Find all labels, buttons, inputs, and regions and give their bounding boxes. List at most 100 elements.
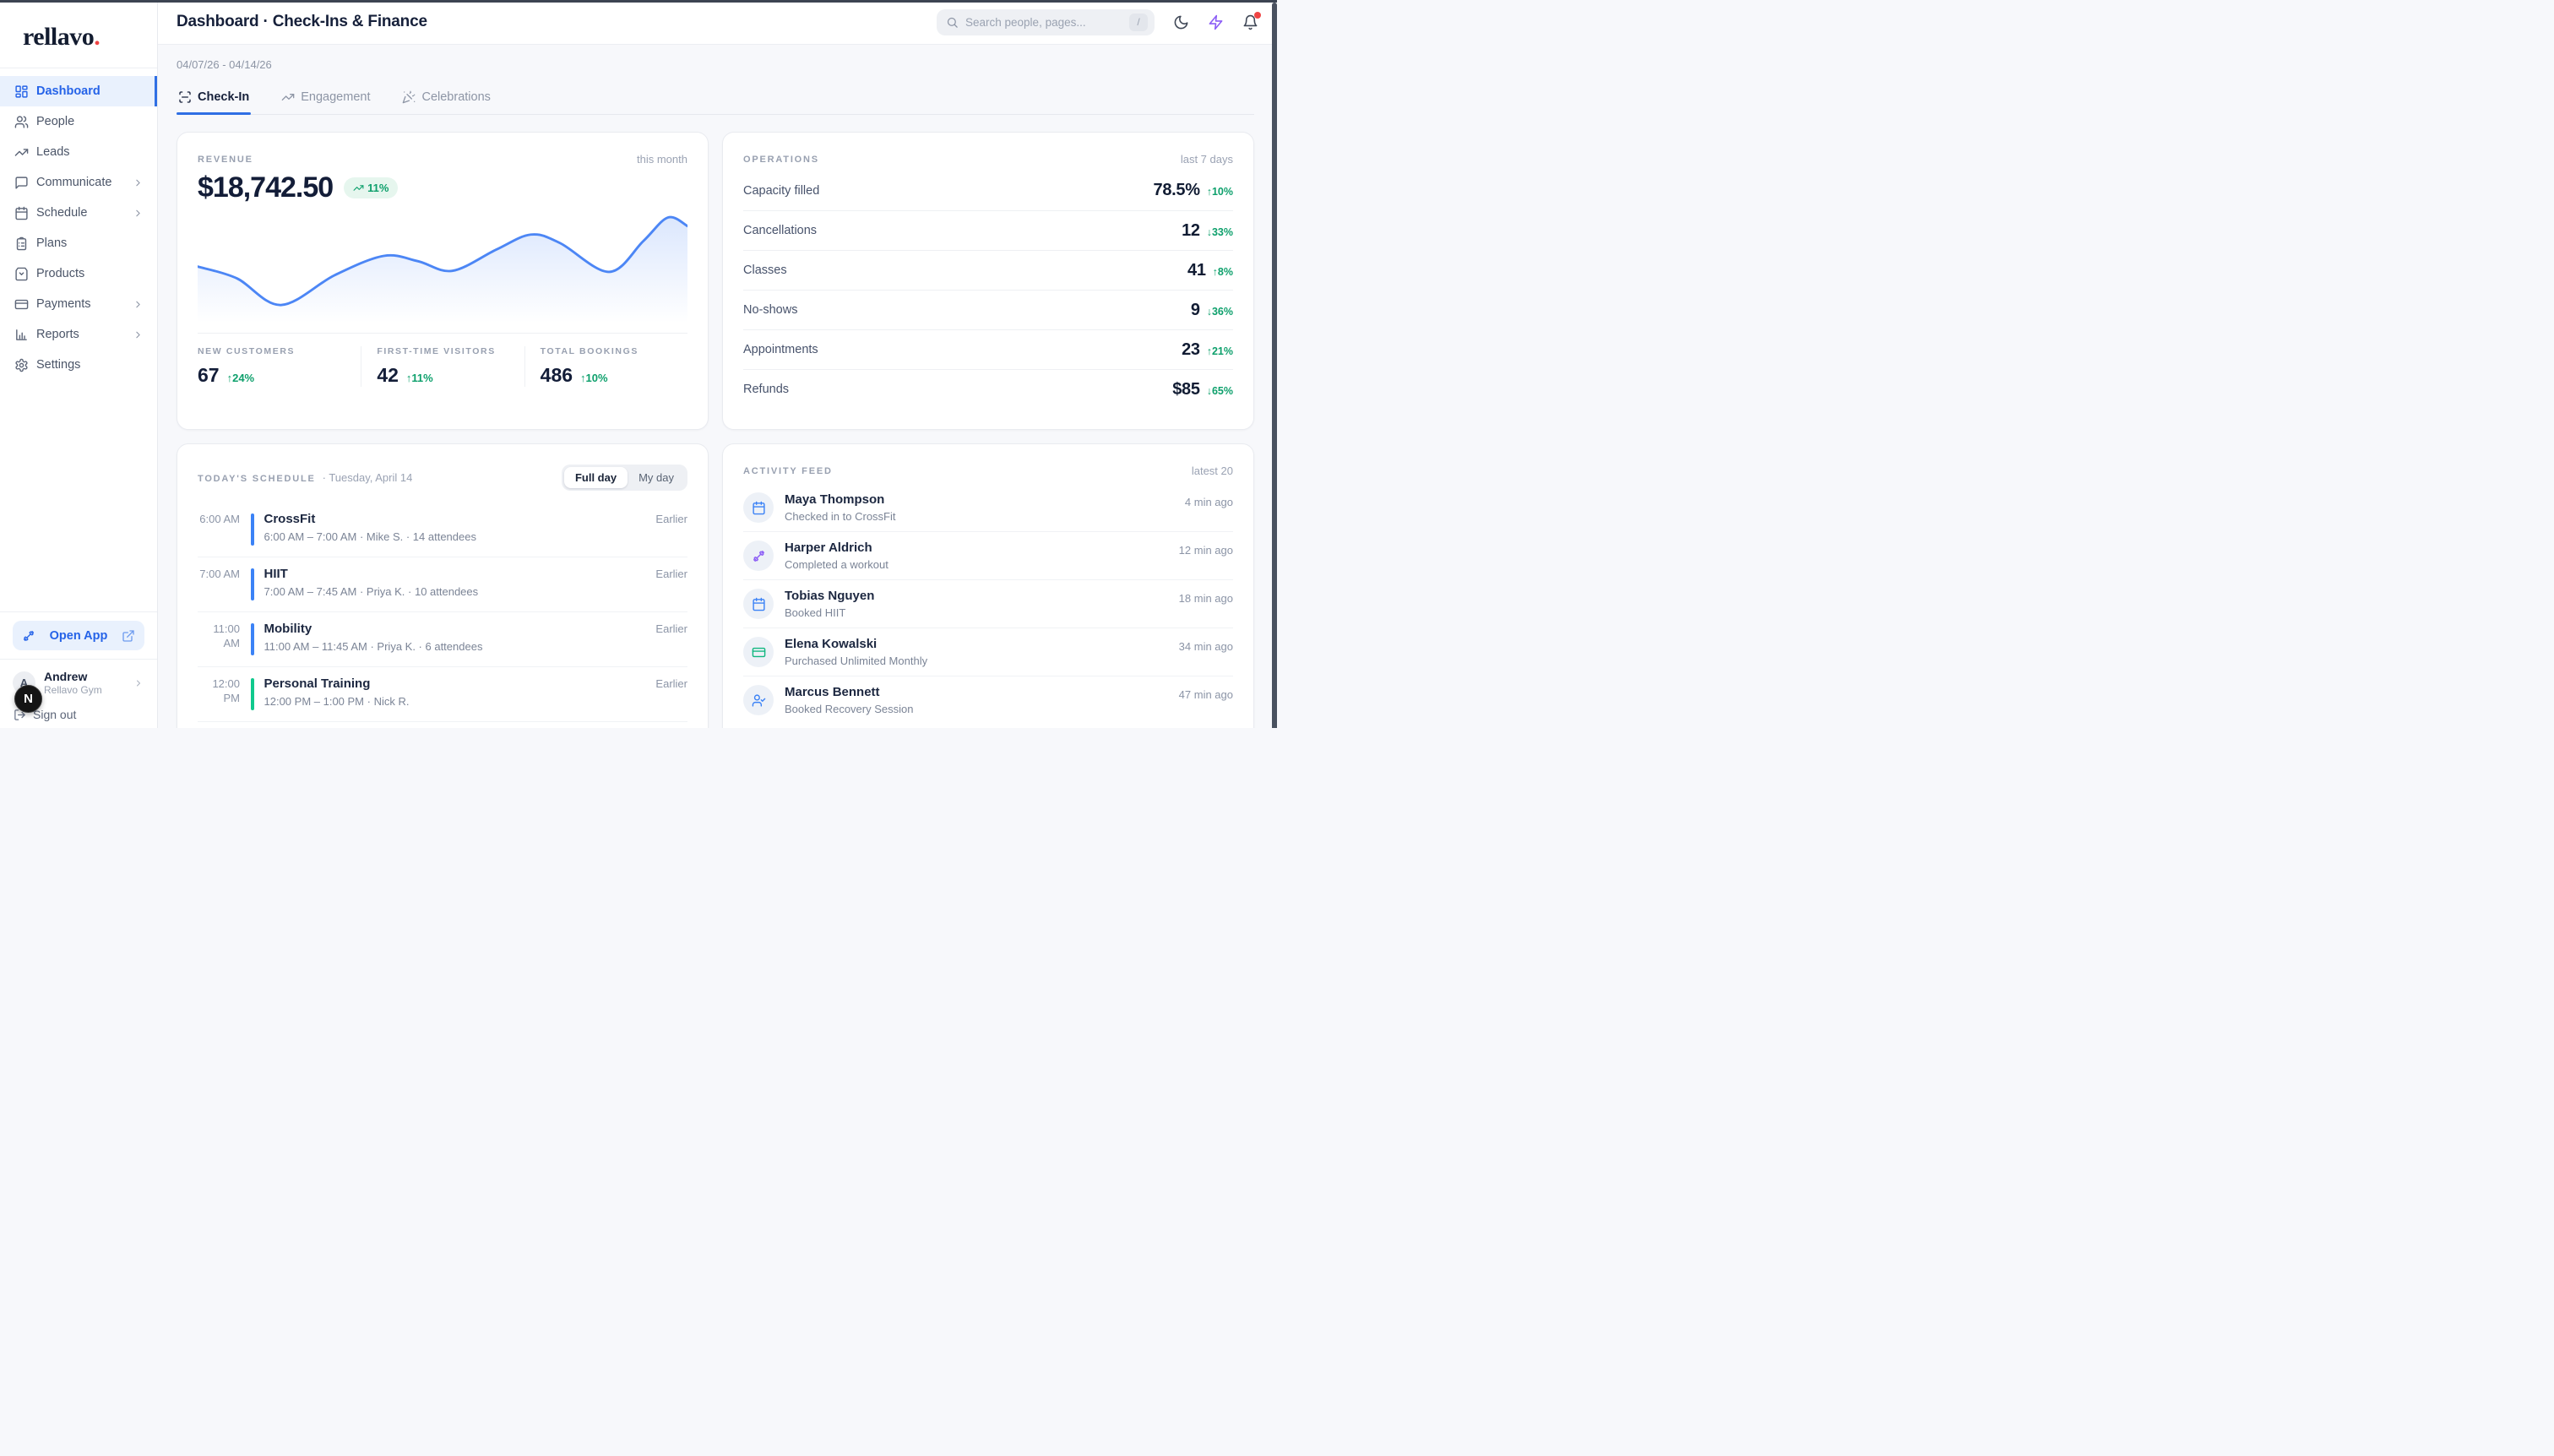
- external-link-icon: [122, 629, 134, 642]
- chevron-right-icon: [136, 179, 140, 186]
- topbar: Dashboard · Check-Ins & Finance /: [158, 0, 1277, 45]
- ops-row-value: 41: [1187, 260, 1206, 280]
- ops-row-value: $85: [1172, 379, 1200, 399]
- revenue-label: REVENUE: [198, 154, 253, 165]
- logo: rellavo.: [23, 23, 101, 51]
- schedule-title: Personal Training: [264, 676, 371, 691]
- schedule-item-mobility[interactable]: 11:00 AM Mobility 11:00 AM – 11:45 AM · …: [198, 611, 687, 666]
- nextjs-dev-badge[interactable]: N: [14, 685, 42, 713]
- user-name: Andrew: [44, 670, 88, 683]
- sidebar-item-reports[interactable]: Reports: [0, 319, 157, 350]
- activity-item[interactable]: Elena Kowalski Purchased Unlimited Month…: [743, 627, 1233, 676]
- sidebar-item-label: People: [36, 115, 75, 128]
- ops-row-value: 9: [1190, 300, 1200, 319]
- chevron-right-icon: [137, 680, 140, 686]
- activity-name: Maya Thompson: [785, 492, 885, 507]
- sidebar-item-label: Plans: [36, 236, 68, 250]
- sidebar-item-settings[interactable]: Settings: [0, 350, 157, 380]
- trending-up-icon: [353, 185, 364, 191]
- schedule-status: Earlier: [655, 513, 687, 525]
- ops-row-refunds: Refunds $85 ↓65%: [743, 369, 1233, 409]
- activity-item[interactable]: Harper Aldrich Completed a workout 12 mi…: [743, 531, 1233, 579]
- sidebar-item-leads[interactable]: Leads: [0, 137, 157, 167]
- trending-up-icon: [14, 148, 29, 156]
- schedule-time: 12:00 PM: [212, 677, 240, 704]
- ops-row-label: Refunds: [743, 383, 790, 396]
- tab-bar: Check-In Engagement Celebrations: [177, 85, 1254, 115]
- schedule-item-personal-training[interactable]: 12:00 PM Personal Training 12:00 PM – 1:…: [198, 666, 687, 721]
- quick-actions-button[interactable]: [1208, 14, 1224, 30]
- credit-card-icon: [752, 647, 765, 657]
- activity-time: 12 min ago: [1178, 544, 1233, 557]
- schedule-time: 6:00 AM: [199, 513, 240, 525]
- party-popper-icon: [403, 90, 416, 104]
- sidebar-item-label: Payments: [36, 297, 91, 311]
- sidebar-item-products[interactable]: Products: [0, 258, 157, 289]
- sign-out-button[interactable]: Sign out: [0, 701, 157, 728]
- stat-change: ↑24%: [226, 372, 255, 384]
- notifications-button[interactable]: [1242, 11, 1261, 30]
- sidebar-item-payments[interactable]: Payments: [0, 289, 157, 319]
- ops-row-capacity-filled: Capacity filled 78.5% ↑10%: [743, 171, 1233, 210]
- calendar-icon: [752, 597, 765, 611]
- schedule-detail: 12:00 PM – 1:00 PM · Nick R.: [264, 695, 410, 708]
- activity-action: Purchased Unlimited Monthly: [785, 655, 928, 667]
- toggle-full-day[interactable]: Full day: [563, 467, 628, 488]
- activity-name: Elena Kowalski: [785, 637, 878, 651]
- schedule-time: 7:00 AM: [199, 568, 240, 580]
- bell-icon: [1243, 14, 1258, 30]
- activity-time: 34 min ago: [1178, 640, 1233, 653]
- operations-label: OPERATIONS: [743, 154, 819, 165]
- activity-name: Tobias Nguyen: [785, 589, 875, 603]
- activity-item[interactable]: Marcus Bennett Booked Recovery Session 4…: [743, 676, 1233, 724]
- schedule-detail: 6:00 AM – 7:00 AM · Mike S. · 14 attende…: [264, 530, 476, 543]
- search-box[interactable]: /: [937, 8, 1155, 35]
- revenue-change-value: 11%: [367, 182, 389, 194]
- sidebar-item-label: Reports: [36, 328, 79, 341]
- trending-up-icon: [281, 94, 295, 101]
- toggle-my-day[interactable]: My day: [638, 471, 674, 484]
- open-app-label: Open App: [49, 628, 108, 643]
- tab-celebrations[interactable]: Celebrations: [400, 85, 492, 114]
- schedule-title: HIIT: [264, 567, 288, 581]
- search-input[interactable]: [965, 15, 1129, 29]
- sidebar-item-dashboard[interactable]: Dashboard: [0, 76, 157, 106]
- operations-card: OPERATIONS last 7 days Capacity filled 7…: [722, 132, 1254, 430]
- open-app-button[interactable]: Open App: [13, 621, 144, 650]
- tab-check-in[interactable]: Check-In: [177, 85, 252, 115]
- tab-label: Engagement: [301, 90, 371, 104]
- search-icon: [947, 17, 958, 28]
- ops-row-change: ↓65%: [1206, 384, 1233, 397]
- dark-mode-toggle[interactable]: [1173, 14, 1189, 30]
- dashboard-icon: [15, 84, 28, 98]
- sidebar-item-plans[interactable]: Plans: [0, 228, 157, 258]
- tab-engagement[interactable]: Engagement: [280, 85, 372, 114]
- schedule-item-hiit[interactable]: 7:00 AM HIIT 7:00 AM – 7:45 AM · Priya K…: [198, 557, 687, 611]
- schedule-status: Earlier: [655, 622, 687, 635]
- activity-item[interactable]: Maya Thompson Checked in to CrossFit 4 m…: [743, 484, 1233, 531]
- ops-row-value: 78.5%: [1153, 181, 1201, 199]
- schedule-item-recovery-session[interactable]: 2:00 PM Recovery Session 2:00 PM – 2:45 …: [198, 721, 687, 728]
- calendar-icon: [752, 501, 765, 514]
- schedule-detail: 7:00 AM – 7:45 AM · Priya K. · 10 attend…: [264, 585, 479, 598]
- activity-item[interactable]: Tobias Nguyen Booked HIIT 18 min ago: [743, 579, 1233, 627]
- schedule-detail: 11:00 AM – 11:45 AM · Priya K. · 6 atten…: [264, 640, 483, 653]
- sidebar-item-label: Leads: [36, 145, 70, 159]
- schedule-list: 6:00 AM CrossFit 6:00 AM – 7:00 AM · Mik…: [198, 503, 687, 728]
- sidebar-item-label: Dashboard: [36, 84, 101, 98]
- search-shortcut-chip: /: [1129, 13, 1148, 31]
- sidebar-item-communicate[interactable]: Communicate: [0, 167, 157, 198]
- sidebar: rellavo. Dashboard People Leads Communi: [0, 0, 158, 728]
- sidebar-item-people[interactable]: People: [0, 106, 157, 137]
- page-scrollbar[interactable]: [1272, 3, 1277, 728]
- tab-label: Check-In: [198, 90, 250, 104]
- schedule-label: TODAY'S SCHEDULE: [198, 474, 316, 484]
- stat-label: TOTAL BOOKINGS: [540, 346, 638, 356]
- scan-icon: [179, 91, 191, 103]
- sidebar-item-schedule[interactable]: Schedule: [0, 198, 157, 228]
- schedule-color-bar: [251, 568, 254, 600]
- ops-row-change: ↓36%: [1206, 305, 1233, 318]
- date-range[interactable]: 04/07/26 - 04/14/26: [177, 58, 272, 71]
- schedule-title: Mobility: [264, 622, 312, 636]
- schedule-item-crossfit[interactable]: 6:00 AM CrossFit 6:00 AM – 7:00 AM · Mik…: [198, 503, 687, 557]
